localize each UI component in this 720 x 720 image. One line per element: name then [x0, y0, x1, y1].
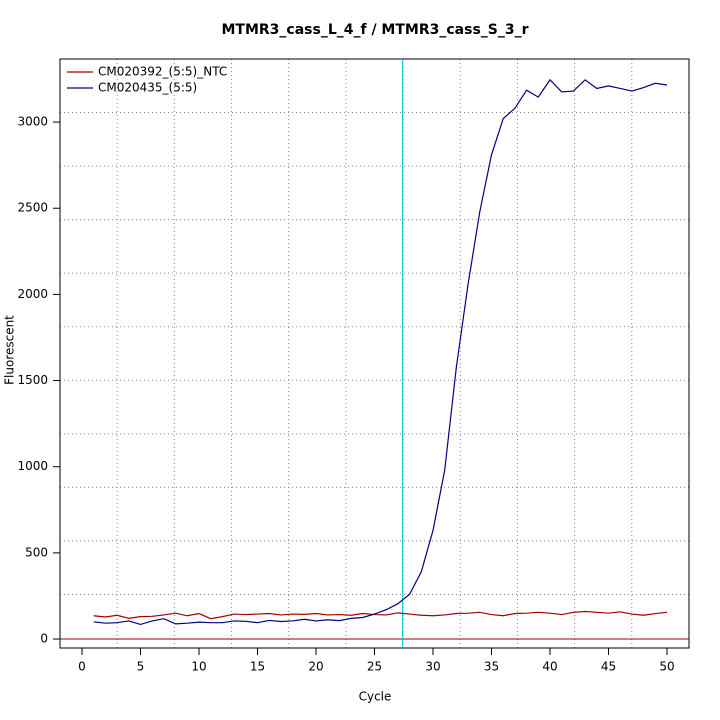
x-tick-label: 25: [367, 660, 382, 674]
series-line: [93, 78, 668, 626]
chart-title: MTMR3_cass_L_4_f / MTMR3_cass_S_3_r: [221, 22, 528, 38]
y-tick-label: 1000: [17, 459, 48, 473]
legend-label: CM020435_(5:5): [98, 81, 197, 95]
x-axis-label: Cycle: [359, 690, 392, 704]
y-axis-label: Fluorescent: [3, 315, 17, 385]
y-tick-label: 0: [40, 632, 48, 646]
x-tick-label: 20: [308, 660, 323, 674]
y-tick-label: 3000: [17, 115, 48, 129]
plot-frame: [59, 58, 690, 649]
y-tick-label: 1500: [17, 373, 48, 387]
x-tick-label: 30: [425, 660, 440, 674]
x-tick-label: 15: [250, 660, 265, 674]
y-tick-label: 2500: [17, 201, 48, 215]
series-line: [93, 610, 668, 620]
x-tick-label: 5: [137, 660, 145, 674]
x-tick-label: 45: [601, 660, 616, 674]
legend-label: CM020392_(5:5)_NTC: [98, 65, 227, 79]
x-tick-label: 40: [542, 660, 557, 674]
y-tick-label: 2000: [17, 287, 48, 301]
y-tick-label: 500: [25, 545, 48, 559]
x-tick-label: 50: [659, 660, 674, 674]
x-tick-label: 0: [78, 660, 86, 674]
x-tick-label: 35: [484, 660, 499, 674]
x-tick-label: 10: [191, 660, 206, 674]
